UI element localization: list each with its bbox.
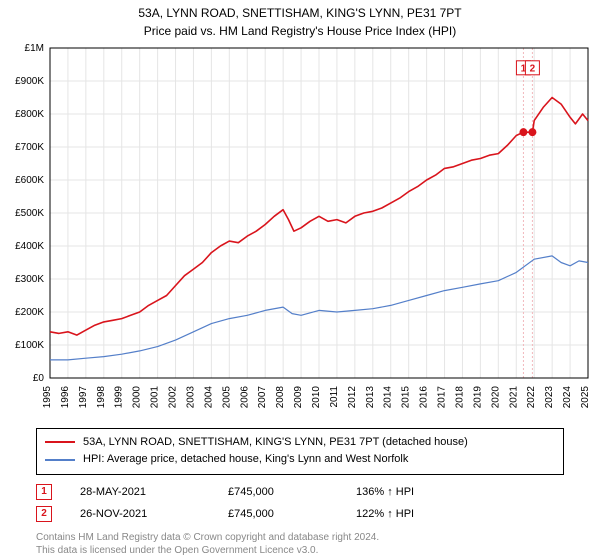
svg-text:1996: 1996: [60, 385, 71, 408]
event-marker-row: 2 26-NOV-2021 £745,000 122% ↑ HPI: [36, 503, 564, 525]
footer-line2: This data is licensed under the Open Gov…: [36, 544, 564, 557]
svg-text:£800K: £800K: [15, 109, 44, 120]
svg-text:2011: 2011: [329, 385, 340, 407]
svg-text:£1M: £1M: [25, 43, 44, 54]
svg-text:2019: 2019: [472, 385, 483, 408]
event-marker-price: £745,000: [228, 508, 328, 520]
svg-text:2016: 2016: [419, 385, 430, 408]
svg-text:2015: 2015: [401, 385, 412, 408]
svg-text:2023: 2023: [544, 385, 555, 408]
footer-attribution: Contains HM Land Registry data © Crown c…: [36, 531, 564, 557]
svg-text:2013: 2013: [365, 385, 376, 408]
svg-text:2001: 2001: [150, 385, 161, 408]
event-markers-table: 1 28-MAY-2021 £745,000 136% ↑ HPI 2 26-NOV-20…: [36, 481, 564, 525]
legend-swatch: [45, 459, 75, 461]
svg-text:£600K: £600K: [15, 175, 44, 186]
event-marker-row: 1 28-MAY-2021 £745,000 136% ↑ HPI: [36, 481, 564, 503]
svg-text:£0: £0: [33, 373, 45, 384]
event-marker-date: 26-NOV-2021: [80, 508, 200, 520]
svg-text:2008: 2008: [275, 385, 286, 408]
svg-text:2022: 2022: [526, 385, 537, 408]
svg-text:2025: 2025: [580, 385, 591, 408]
chart-title-line2: Price paid vs. HM Land Registry's House …: [0, 22, 600, 42]
svg-text:£500K: £500K: [15, 208, 44, 219]
legend-item: 53A, LYNN ROAD, SNETTISHAM, KING'S LYNN,…: [45, 434, 555, 452]
svg-text:£200K: £200K: [15, 307, 44, 318]
svg-text:2006: 2006: [239, 385, 250, 408]
svg-text:2021: 2021: [508, 385, 519, 408]
legend-item: HPI: Average price, detached house, King…: [45, 451, 555, 469]
chart-plot-area: £0 £100K £200K £300K £400K £500K £600K £700K £80…: [0, 42, 600, 422]
legend-label: 53A, LYNN ROAD, SNETTISHAM, KING'S LYNN,…: [83, 434, 468, 452]
legend-swatch: [45, 441, 75, 443]
event-marker-pct: 136% ↑ HPI: [356, 486, 414, 498]
svg-text:2003: 2003: [185, 385, 196, 408]
svg-text:1995: 1995: [42, 385, 53, 408]
svg-text:£400K: £400K: [15, 241, 44, 252]
svg-text:£300K: £300K: [15, 274, 44, 285]
svg-text:£700K: £700K: [15, 142, 44, 153]
svg-text:2: 2: [530, 63, 536, 74]
legend-box: 53A, LYNN ROAD, SNETTISHAM, KING'S LYNN,…: [36, 428, 564, 475]
svg-text:2004: 2004: [203, 385, 214, 408]
svg-text:2018: 2018: [454, 385, 465, 408]
svg-text:2014: 2014: [383, 385, 394, 408]
event-marker-number: 2: [36, 506, 52, 522]
svg-text:2020: 2020: [490, 385, 501, 408]
footer-line1: Contains HM Land Registry data © Crown c…: [36, 531, 564, 544]
svg-text:2010: 2010: [311, 385, 322, 408]
legend-label: HPI: Average price, detached house, King…: [83, 451, 408, 469]
event-marker-price: £745,000: [228, 486, 328, 498]
svg-text:2005: 2005: [221, 385, 232, 408]
svg-text:1998: 1998: [96, 385, 107, 408]
svg-text:2017: 2017: [437, 385, 448, 408]
svg-text:2000: 2000: [132, 385, 143, 408]
line-chart-svg: £0 £100K £200K £300K £400K £500K £600K £700K £80…: [0, 42, 600, 422]
svg-text:£900K: £900K: [15, 76, 44, 87]
svg-text:1999: 1999: [114, 385, 125, 408]
svg-text:2012: 2012: [347, 385, 358, 408]
event-marker-pct: 122% ↑ HPI: [356, 508, 414, 520]
svg-text:£100K: £100K: [15, 340, 44, 351]
chart-title-line1: 53A, LYNN ROAD, SNETTISHAM, KING'S LYNN,…: [0, 0, 600, 22]
event-marker-number: 1: [36, 484, 52, 500]
svg-text:1997: 1997: [78, 385, 89, 408]
svg-text:2009: 2009: [293, 385, 304, 408]
event-marker-date: 28-MAY-2021: [80, 486, 200, 498]
svg-text:2002: 2002: [168, 385, 179, 408]
svg-text:2007: 2007: [257, 385, 268, 408]
svg-text:2024: 2024: [562, 385, 573, 408]
